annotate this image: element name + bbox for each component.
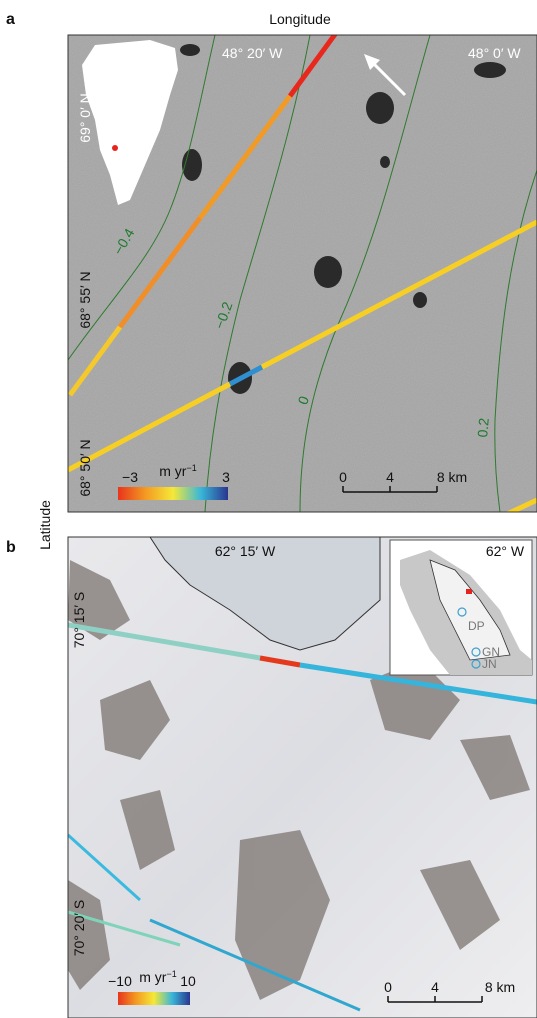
colorbar bbox=[118, 992, 190, 1005]
unit: m yr bbox=[139, 969, 167, 985]
scale-label: 0 bbox=[384, 979, 392, 995]
panel-letter: b bbox=[6, 539, 16, 556]
inset-label: DP bbox=[468, 619, 485, 633]
axis-title: Longitude bbox=[269, 11, 331, 27]
scale-label: 0 bbox=[339, 469, 347, 485]
axis-title: Latitude bbox=[37, 500, 53, 550]
unit-exponent: −1 bbox=[166, 969, 176, 979]
lat-label: 69° 0′ N bbox=[77, 93, 93, 142]
scale-label: 8 km bbox=[485, 979, 515, 995]
lon-label: 62° 15′ W bbox=[215, 543, 276, 559]
lake bbox=[314, 256, 342, 288]
colorbar-max: 10 bbox=[180, 973, 196, 989]
scale-label: 4 bbox=[386, 469, 394, 485]
lon-label: 48° 20′ W bbox=[222, 45, 283, 61]
lake bbox=[474, 62, 506, 78]
lat-label: 68° 50′ N bbox=[77, 439, 93, 496]
lon-label: 48° 0′ W bbox=[468, 45, 521, 61]
contour-label: 0.2 bbox=[474, 417, 492, 438]
panel-a-map bbox=[68, 33, 537, 515]
unit-exponent: −1 bbox=[186, 463, 196, 473]
lat-label: 70° 20′ S bbox=[71, 900, 87, 957]
lake bbox=[366, 92, 394, 124]
lake bbox=[180, 44, 200, 56]
lake bbox=[380, 156, 390, 168]
lat-label: 70° 15′ S bbox=[71, 592, 87, 649]
inset-label: JN bbox=[482, 657, 497, 671]
scale-label: 8 km bbox=[437, 469, 467, 485]
lat-label: 68° 55′ N bbox=[77, 271, 93, 328]
panel-b-map bbox=[68, 537, 537, 1018]
colorbar bbox=[118, 487, 228, 500]
colorbar-min: −3 bbox=[122, 469, 138, 485]
scale-label: 4 bbox=[431, 979, 439, 995]
figure: a Longitude Latitude bbox=[0, 0, 537, 1018]
panel-letter: a bbox=[6, 11, 15, 28]
lon-label: 62° W bbox=[486, 543, 525, 559]
location-dot bbox=[112, 145, 118, 151]
inset-location bbox=[466, 589, 472, 594]
lake bbox=[413, 292, 427, 308]
unit: m yr bbox=[159, 463, 187, 479]
colorbar-min: −10 bbox=[108, 973, 132, 989]
colorbar-max: 3 bbox=[222, 469, 230, 485]
